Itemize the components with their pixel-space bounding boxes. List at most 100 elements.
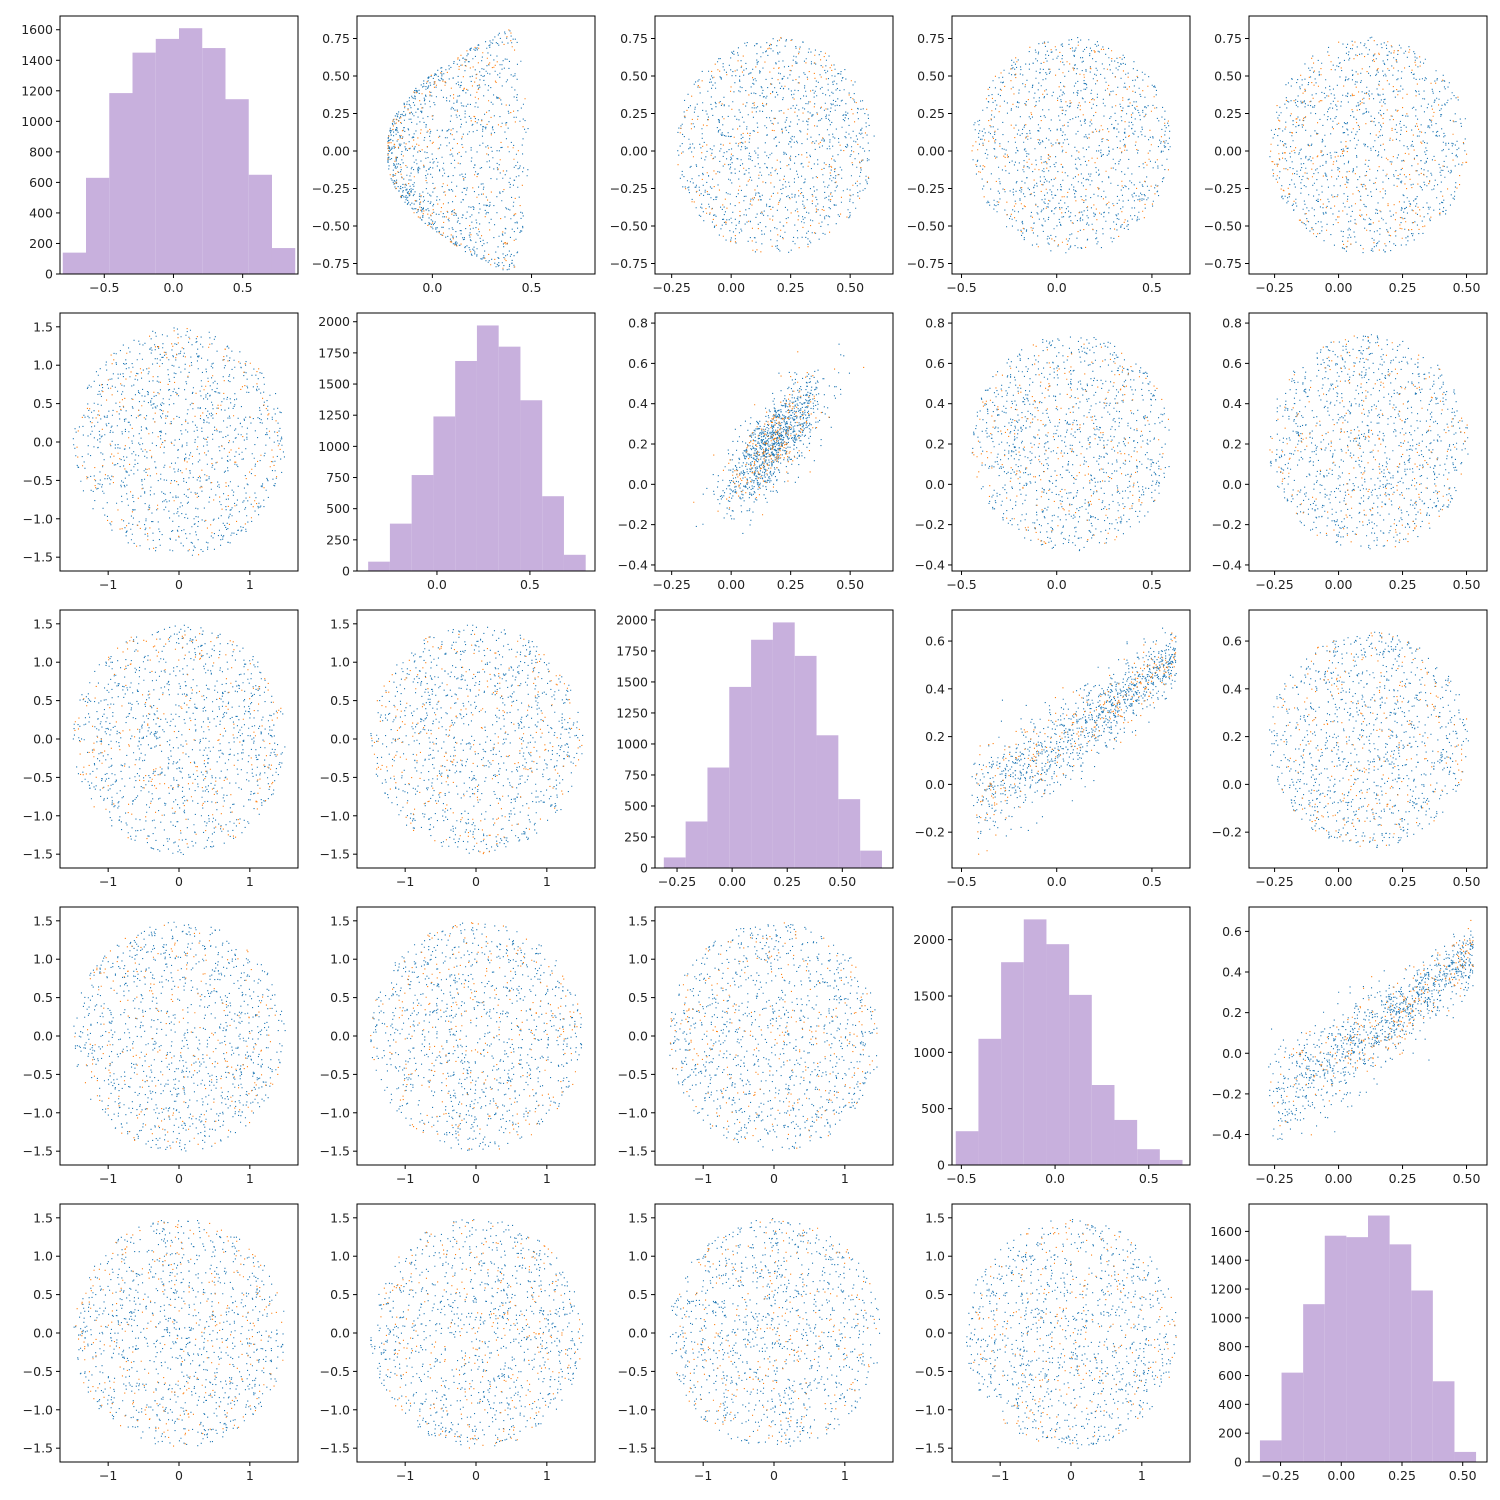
scatter-panel-4-3-ytick-label: −1.0 (915, 1402, 945, 1417)
hist-panel-3-3-bar (1046, 944, 1070, 1165)
scatter-panel-1-4-ytick-label: −0.2 (1212, 517, 1242, 532)
hist-panel-2-2-xtick-label: 0.25 (773, 874, 801, 889)
scatter-panel-2-1-ytick-label: 1.0 (330, 655, 350, 670)
scatter-panel-0-4: −0.25 0.00 0.25 0.50 −0.75 −0.50 −0.25 0.00 0.25… (1204, 15, 1488, 295)
scatter-panel-2-3-points (971, 627, 1177, 855)
scatter-panel-2-1-ytick-label: 1.5 (330, 616, 350, 631)
hist-panel-3-3-bar (1137, 1149, 1160, 1165)
scatter-panel-0-2-xtick-label: −0.25 (653, 280, 691, 295)
scatter-panel-1-2-series-b-points (693, 351, 865, 516)
hist-panel-3-3-bar (1001, 962, 1024, 1165)
hist-panel-3-3-ytick-label: 0 (937, 1158, 945, 1173)
scatter-panel-1-4-ytick-label: 0.4 (1222, 396, 1242, 411)
scatter-panel-1-2-series-a-points (695, 343, 850, 534)
scatter-panel-2-4: −0.25 0.00 0.25 0.50 −0.2 0.0 0.2 0.4 0.6 (1212, 609, 1488, 889)
scatter-panel-2-4-ytick-label: 0.0 (1222, 777, 1242, 792)
hist-panel-0-0-ytick-label: 400 (29, 205, 53, 220)
scatter-panel-0-2-ytick-label: −0.25 (610, 181, 648, 196)
scatter-panel-0-1-frame (356, 15, 596, 275)
hist-panel-2-2-ytick-label: 0 (640, 861, 648, 876)
hist-panel-1-1-bar (368, 561, 390, 571)
scatter-panel-4-1-ytick-label: −1.5 (320, 1441, 350, 1456)
scatter-panel-1-0-ytick-label: −1.5 (23, 550, 53, 565)
scatter-panel-4-3-xtick-label: −1 (991, 1468, 1009, 1483)
scatter-panel-0-2-ytick-label: 0.00 (620, 144, 648, 159)
hist-panel-2-2-ytick-label: 2000 (616, 612, 648, 627)
scatter-panel-3-4-frame (1248, 906, 1488, 1166)
hist-panel-1-1-ytick-label: 0 (342, 564, 350, 579)
scatter-panel-0-3: −0.5 0.0 0.5 −0.75 −0.50 −0.25 0.00 0.25 0.50 0.7… (907, 15, 1191, 295)
scatter-panel-2-4-ytick-label: 0.6 (1222, 634, 1242, 649)
scatter-panel-1-0-series-b-points (76, 328, 281, 556)
hist-panel-2-2-ytick-label: 1750 (616, 643, 648, 658)
scatter-panel-1-4-xtick-label: 0.25 (1389, 577, 1417, 592)
hist-panel-1-1-bar (563, 554, 586, 571)
hist-panel-4-4-ytick-label: 0 (1234, 1455, 1242, 1470)
scatter-panel-3-2-ytick-label: 1.0 (628, 952, 648, 967)
scatter-panel-3-2-ytick-label: −0.5 (618, 1067, 648, 1082)
scatter-panel-0-2-xtick-label: 0.00 (717, 280, 745, 295)
scatter-panel-1-0-frame (59, 312, 299, 572)
scatter-panel-2-1-xtick-label: 1 (543, 874, 551, 889)
scatter-panel-4-0-series-b-points (75, 1221, 284, 1447)
scatter-panel-4-1: −1 0 1 −1.5 −1.0 −0.5 0.0 0.5 1.0 1.5 (320, 1203, 596, 1483)
scatter-panel-0-2-ytick-label: −0.75 (610, 256, 648, 271)
scatter-panel-2-1-series-a-points (370, 624, 584, 854)
scatter-panel-0-2-xtick-label: 0.25 (777, 280, 805, 295)
scatter-panel-4-0-ytick-label: 1.5 (33, 1210, 53, 1225)
scatter-panel-4-2-xtick-label: −1 (694, 1468, 712, 1483)
scatter-panel-1-0-ytick-label: 0.0 (33, 435, 53, 450)
scatter-panel-4-0: −1 0 1 −1.5 −1.0 −0.5 0.0 0.5 1.0 1.5 (23, 1203, 299, 1483)
hist-panel-3-3-frame (951, 906, 1191, 1166)
scatter-panel-1-3-ytick-label: 0.4 (925, 396, 945, 411)
scatter-panel-1-0-ytick-label: 1.5 (33, 319, 53, 334)
hist-panel-1-1-ytick-label: 1250 (318, 408, 350, 423)
hist-panel-4-4-frame (1248, 1203, 1488, 1463)
scatter-panel-3-1-points (370, 922, 583, 1151)
hist-panel-4-4-bar (1281, 1372, 1304, 1462)
scatter-panel-0-4-xtick-label: −0.25 (1255, 280, 1293, 295)
scatter-panel-3-0-series-a-points (73, 921, 286, 1152)
scatter-panel-3-0-ytick-label: 0.5 (33, 990, 53, 1005)
hist-panel-2-2-bar (816, 735, 839, 868)
hist-panel-1-1-xtick-label: 0.0 (427, 577, 447, 592)
scatter-panel-1-3-xtick-label: 0.5 (1142, 577, 1162, 592)
hist-panel-2-2-bar (729, 686, 752, 868)
hist-panel-1-1-bar (411, 475, 434, 571)
scatter-panel-0-4-points (1269, 36, 1468, 254)
scatter-panel-3-2-ytick-label: 0.0 (628, 1029, 648, 1044)
scatter-panel-1-0-xtick-label: −1 (99, 577, 117, 592)
scatter-panel-1-3-series-a-points (971, 336, 1170, 552)
scatter-panel-3-0-xtick-label: 0 (175, 1171, 183, 1186)
scatter-panel-2-0-ytick-label: −1.0 (23, 808, 53, 823)
scatter-panel-2-1-xtick-label: −1 (396, 874, 414, 889)
scatter-panel-0-4-xtick-label: 0.00 (1325, 280, 1353, 295)
hist-panel-1-1: 0.0 0.5 0 250 500 750 1000 1250 1500 1750 2000 (318, 312, 596, 592)
hist-panel-4-4-ytick-label: 200 (1218, 1426, 1242, 1441)
scatter-panel-0-4-frame (1248, 15, 1488, 275)
scatter-panel-3-4-points (1268, 919, 1474, 1140)
hist-panel-2-2-xtick-label: 0.50 (828, 874, 856, 889)
scatter-panel-1-2-ytick-label: 0.8 (628, 316, 648, 331)
hist-panel-3-3-bar (1069, 994, 1092, 1165)
scatter-panel-2-0-xtick-label: 0 (175, 874, 183, 889)
hist-panel-1-1-bar (520, 400, 543, 571)
scatter-panel-4-2-ytick-label: −1.5 (618, 1441, 648, 1456)
scatter-panel-1-4-frame (1248, 312, 1488, 572)
scatter-panel-0-3-ytick-label: 0.25 (917, 106, 945, 121)
hist-panel-0-0-bar (248, 174, 272, 274)
hist-panel-4-4-bar (1259, 1440, 1282, 1462)
scatter-panel-3-4-ytick-label: 0.2 (1222, 1005, 1242, 1020)
hist-panel-3-3-ytick-label: 500 (921, 1101, 945, 1116)
scatter-panel-1-3: −0.5 0.0 0.5 −0.4 −0.2 0.0 0.2 0.4 0.6 0.8 (915, 312, 1191, 592)
scatter-panel-2-3-ytick-label: −0.2 (915, 825, 945, 840)
hist-panel-3-3: −0.5 0.0 0.5 0 500 1000 1500 2000 (913, 906, 1191, 1186)
scatter-panel-1-2-ytick-label: −0.4 (618, 557, 648, 572)
scatter-panel-4-0-ytick-label: 0.0 (33, 1326, 53, 1341)
hist-panel-1-1-xtick-label: 0.5 (520, 577, 540, 592)
scatter-panel-2-0-ytick-label: −0.5 (23, 770, 53, 785)
hist-panel-4-4-ytick-label: 600 (1218, 1368, 1242, 1383)
scatter-panel-3-1-ytick-label: 1.5 (330, 913, 350, 928)
hist-panel-3-3-xtick-label: −0.5 (946, 1171, 976, 1186)
scatter-panel-2-3-ytick-label: 0.4 (925, 681, 945, 696)
